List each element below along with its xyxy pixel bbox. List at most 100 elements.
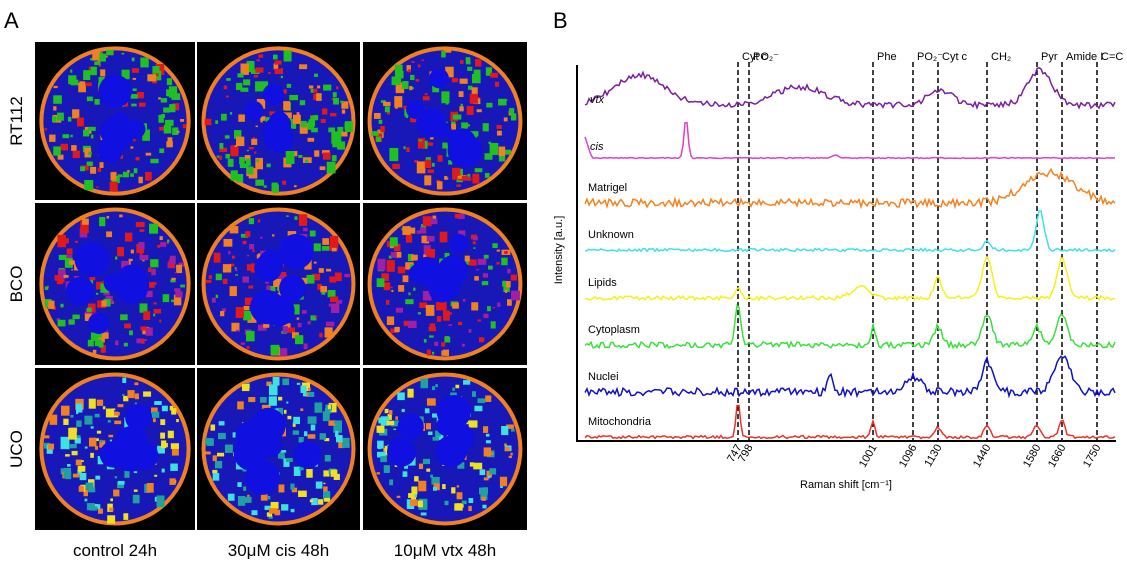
pixel-cluster: [160, 242, 167, 247]
pixel-cluster: [498, 146, 506, 157]
pixel-cluster: [97, 60, 100, 62]
spectrum: [584, 355, 1116, 399]
pixel-cluster: [272, 184, 279, 193]
pixel-cluster: [143, 311, 151, 321]
pixel-cluster: [256, 98, 266, 109]
pixel-cluster: [99, 53, 106, 62]
pixel-cluster: [496, 130, 502, 136]
pixel-cluster: [92, 349, 97, 354]
pixel-cluster: [298, 490, 307, 497]
pixel-cluster: [257, 253, 261, 256]
pixel-cluster: [264, 505, 272, 510]
pixel-cluster: [64, 257, 73, 268]
pixel-cluster: [80, 220, 89, 234]
nucleus: [98, 74, 132, 108]
pixel-cluster: [467, 173, 471, 177]
pixel-cluster: [307, 321, 311, 325]
row-label: RT112: [7, 96, 26, 145]
pixel-cluster: [219, 147, 228, 153]
pixel-cluster: [287, 327, 295, 333]
pixel-cluster: [103, 290, 110, 296]
pixel-cluster: [402, 226, 411, 235]
pixel-cluster: [378, 119, 383, 124]
pixel-cluster: [229, 112, 233, 115]
pixel-cluster: [133, 139, 136, 142]
pixel-cluster: [266, 285, 271, 291]
pixel-cluster: [106, 231, 113, 238]
pixel-cluster: [344, 273, 350, 278]
pixel-cluster: [397, 392, 405, 401]
pixel-cluster: [417, 138, 425, 149]
pixel-cluster: [407, 253, 414, 262]
pixel-cluster: [335, 430, 339, 436]
pixel-cluster: [244, 496, 252, 503]
pixel-cluster: [249, 243, 254, 250]
pixel-cluster: [377, 258, 386, 271]
pixel-cluster: [314, 402, 323, 413]
pixel-cluster: [324, 438, 330, 442]
pixel-cluster: [326, 161, 336, 174]
pixel-cluster: [319, 433, 326, 440]
pixel-cluster: [465, 57, 471, 62]
pixel-cluster: [85, 482, 94, 490]
pixel-cluster: [483, 313, 489, 319]
peak-label: Pyr: [1041, 51, 1058, 63]
pixel-cluster: [106, 49, 114, 56]
pixel-cluster: [452, 114, 462, 120]
pixel-cluster: [469, 93, 478, 104]
pixel-cluster: [297, 322, 302, 328]
pixel-cluster: [376, 278, 385, 288]
pixel-cluster: [86, 307, 92, 314]
panel-label: B: [553, 8, 568, 33]
pixel-cluster: [496, 261, 500, 265]
pixel-cluster: [411, 254, 418, 261]
pixel-cluster: [240, 87, 249, 92]
pixel-cluster: [425, 157, 431, 162]
pixel-cluster: [498, 156, 506, 162]
pixel-cluster: [431, 162, 435, 167]
wavenumber-label: 1096: [897, 443, 920, 470]
pixel-cluster: [268, 71, 271, 75]
y-axis-label: Intensity [a.u.]: [553, 216, 565, 284]
pixel-cluster: [319, 332, 323, 338]
pixel-cluster: [97, 167, 102, 172]
pixel-cluster: [133, 489, 138, 492]
pixel-cluster: [214, 461, 223, 469]
pixel-cluster: [90, 332, 98, 341]
pixel-cluster: [256, 59, 260, 62]
pixel-cluster: [473, 236, 478, 241]
pixel-cluster: [489, 468, 497, 475]
pixel-cluster: [84, 415, 93, 425]
pixel-cluster: [489, 146, 494, 149]
pixel-cluster: [484, 153, 493, 160]
pixel-cluster: [134, 393, 139, 400]
pixel-cluster: [57, 269, 66, 279]
pixel-cluster: [307, 434, 316, 439]
pixel-cluster: [235, 82, 243, 91]
pixel-cluster: [394, 70, 404, 79]
pixel-cluster: [451, 121, 456, 125]
pixel-cluster: [465, 60, 471, 65]
pixel-cluster: [172, 103, 180, 111]
pixel-cluster: [402, 275, 409, 283]
pixel-cluster: [472, 261, 476, 265]
pixel-cluster: [88, 70, 92, 75]
pixel-cluster: [380, 125, 385, 133]
pixel-cluster: [408, 292, 411, 296]
pixel-cluster: [97, 300, 103, 308]
pixel-cluster: [474, 405, 483, 412]
pixel-cluster: [95, 292, 99, 295]
pixel-cluster: [139, 229, 145, 232]
pixel-cluster: [237, 73, 244, 78]
pixel-cluster: [329, 235, 339, 248]
pixel-cluster: [466, 124, 470, 127]
pixel-cluster: [467, 66, 473, 71]
pixel-cluster: [465, 177, 472, 181]
pixel-cluster: [406, 147, 410, 152]
pixel-cluster: [422, 216, 432, 227]
pixel-cluster: [216, 155, 221, 158]
pixel-cluster: [313, 243, 321, 252]
pixel-cluster: [404, 465, 409, 469]
pixel-cluster: [415, 78, 420, 82]
pixel-cluster: [69, 260, 76, 265]
